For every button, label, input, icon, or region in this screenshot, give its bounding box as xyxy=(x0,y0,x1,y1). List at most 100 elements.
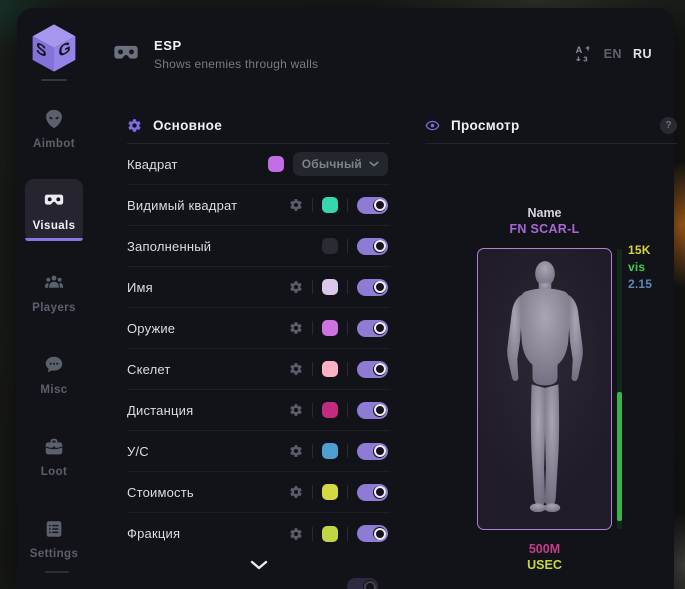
control-divider xyxy=(347,403,348,417)
color-swatch[interactable] xyxy=(322,443,338,459)
language-option-ru[interactable]: RU xyxy=(632,47,652,61)
toggle-knob xyxy=(373,280,386,294)
toggle-knob xyxy=(373,444,386,458)
gear-icon[interactable] xyxy=(289,362,303,376)
sidebar-item-label: Players xyxy=(32,302,76,314)
esp-stat-line: vis xyxy=(628,260,646,274)
setting-row: Скелет xyxy=(127,349,390,390)
toggle-knob xyxy=(373,321,386,335)
control-divider xyxy=(347,485,348,499)
sidebar-item-loot[interactable]: Loot xyxy=(25,425,83,487)
control-divider xyxy=(312,403,313,417)
goggles-icon xyxy=(112,40,140,68)
color-swatch[interactable] xyxy=(322,525,338,542)
setting-row: Квадрат Обычный xyxy=(127,144,390,185)
page-title: ESP xyxy=(154,37,182,53)
chevron-down-icon[interactable] xyxy=(250,559,268,571)
page-subtitle: Shows enemies through walls xyxy=(154,56,319,71)
alien-icon xyxy=(43,108,65,130)
toggle-switch[interactable] xyxy=(357,360,388,378)
color-swatch[interactable] xyxy=(322,402,338,418)
sidebar-item-players[interactable]: Players xyxy=(25,261,83,323)
control-divider xyxy=(312,362,313,376)
setting-label: Имя xyxy=(127,279,153,295)
settings-rows: Квадрат Обычный Видимый квадрат Заполнен… xyxy=(127,144,390,554)
gear-icon[interactable] xyxy=(289,280,303,294)
setting-label: Фракция xyxy=(127,526,181,541)
control-divider xyxy=(312,321,313,335)
esp-weapon-label: FN SCAR-L xyxy=(509,222,580,236)
control-divider xyxy=(347,239,348,253)
color-swatch[interactable] xyxy=(322,238,338,254)
toggle-switch[interactable] xyxy=(357,401,388,419)
control-divider xyxy=(347,280,348,294)
toggle-knob xyxy=(373,403,386,417)
setting-row: Стоимость xyxy=(127,472,390,513)
sidebar-item-visuals[interactable]: Visuals xyxy=(25,179,83,241)
toggle-switch[interactable] xyxy=(357,278,388,296)
gear-icon[interactable] xyxy=(289,321,303,335)
control-divider xyxy=(312,198,313,212)
toggle-switch[interactable] xyxy=(357,525,388,542)
setting-row: Видимый квадрат xyxy=(127,185,390,226)
toggle-knob xyxy=(373,198,386,212)
briefcase-icon xyxy=(43,436,65,458)
toggle-switch[interactable] xyxy=(357,442,388,460)
sidebar-item-label: Settings xyxy=(29,548,79,560)
esp-name-label: Name xyxy=(527,206,562,220)
sidebar-item-misc[interactable]: Misc xyxy=(25,343,83,405)
style-dropdown[interactable]: Обычный xyxy=(292,152,388,176)
gear-icon[interactable] xyxy=(289,527,303,541)
setting-row: Фракция xyxy=(127,513,390,554)
sidebar-item-settings[interactable]: Settings xyxy=(25,507,83,569)
color-swatch[interactable] xyxy=(322,361,338,377)
gear-icon[interactable] xyxy=(289,444,303,458)
esp-health-bar xyxy=(617,249,622,529)
color-swatch[interactable] xyxy=(322,320,338,336)
color-swatch[interactable] xyxy=(322,484,338,500)
cheat-menu-window: S G Aimbot Visuals Players Misc Loot Set… xyxy=(17,8,677,589)
help-button[interactable]: ? xyxy=(660,117,677,134)
toggle-knob xyxy=(373,362,386,376)
chevron-down-icon xyxy=(369,159,379,169)
sidebar: S G Aimbot Visuals Players Misc Loot Set… xyxy=(17,8,91,589)
gear-icon[interactable] xyxy=(289,198,303,212)
dropdown-value: Обычный xyxy=(301,157,362,171)
control-divider xyxy=(312,485,313,499)
sg-cube-logo: S G xyxy=(27,16,81,79)
toggle-switch[interactable] xyxy=(357,196,388,214)
color-swatch[interactable] xyxy=(322,197,338,213)
esp-preview-stage: Name FN SCAR-L xyxy=(425,144,677,584)
toggle-knob xyxy=(373,527,386,540)
setting-label: Дистанция xyxy=(127,402,194,418)
toggle-knob xyxy=(373,485,386,499)
sidebar-item-label: Misc xyxy=(40,384,68,396)
gear-icon[interactable] xyxy=(289,403,303,417)
setting-row: Заполненный xyxy=(127,226,390,267)
chat-icon xyxy=(43,354,65,376)
color-swatch[interactable] xyxy=(267,156,284,172)
sidebar-divider xyxy=(41,79,67,81)
control-divider xyxy=(312,280,313,294)
toggle-switch[interactable] xyxy=(357,483,388,501)
sidebar-nav: Aimbot Visuals Players Misc Loot Setting… xyxy=(25,97,83,589)
gear-icon[interactable] xyxy=(289,485,303,499)
settings-section-title: Основное xyxy=(153,118,223,133)
control-divider xyxy=(347,362,348,376)
control-divider xyxy=(347,321,348,335)
esp-value-label: 500M xyxy=(528,542,561,556)
sidebar-item-label: Visuals xyxy=(32,220,76,232)
toggle-switch[interactable] xyxy=(357,237,388,255)
preview-section-title: Просмотр xyxy=(451,118,520,133)
language-option-en[interactable]: EN xyxy=(603,47,622,61)
esp-stat-line: 2.15 xyxy=(628,277,653,291)
gear-icon xyxy=(127,118,142,133)
control-divider xyxy=(347,526,348,541)
color-swatch[interactable] xyxy=(322,279,338,295)
sidebar-item-aimbot[interactable]: Aimbot xyxy=(25,97,83,159)
toggle-switch[interactable] xyxy=(357,319,388,337)
settings-panel: Основное Квадрат Обычный Видимый квадрат… xyxy=(127,108,390,589)
control-divider xyxy=(347,444,348,458)
